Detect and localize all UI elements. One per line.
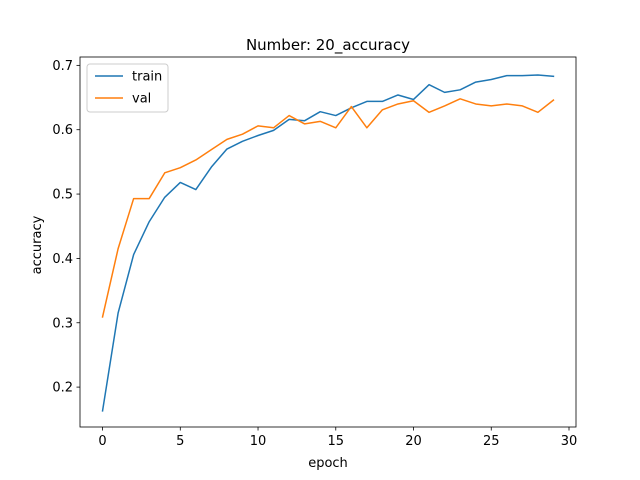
- axes-frame: [79, 56, 577, 428]
- legend: train val: [86, 63, 169, 113]
- legend-label-val: val: [132, 92, 151, 107]
- y-tick-label: 0.5: [52, 188, 73, 203]
- x-tick-label: 15: [328, 434, 345, 449]
- y-axis-title: accuracy: [30, 215, 45, 274]
- y-tick-label: 0.2: [52, 381, 73, 396]
- y-tick-label: 0.7: [52, 59, 73, 74]
- y-tick-label: 0.6: [52, 123, 73, 138]
- chart-title: Number: 20_accuracy: [246, 36, 410, 55]
- axes: 0 5 10 15 20 25 30 0.2 0.3 0.4 0.5 0.6 0.7: [52, 56, 578, 449]
- x-tick-label: 25: [483, 434, 500, 449]
- x-tick-label: 30: [561, 434, 578, 449]
- y-tick-label: 0.3: [52, 316, 73, 331]
- x-tick-label: 20: [405, 434, 422, 449]
- series-line-val: [101, 98, 555, 318]
- legend-label-train: train: [132, 70, 162, 85]
- series-line-train: [101, 74, 555, 412]
- x-tick-label: 0: [98, 434, 106, 449]
- y-tick-label: 0.4: [52, 252, 73, 267]
- x-tick-label: 5: [176, 434, 184, 449]
- x-tick-label: 10: [250, 434, 267, 449]
- x-axis-title: epoch: [308, 456, 348, 471]
- plot-area: [101, 74, 555, 412]
